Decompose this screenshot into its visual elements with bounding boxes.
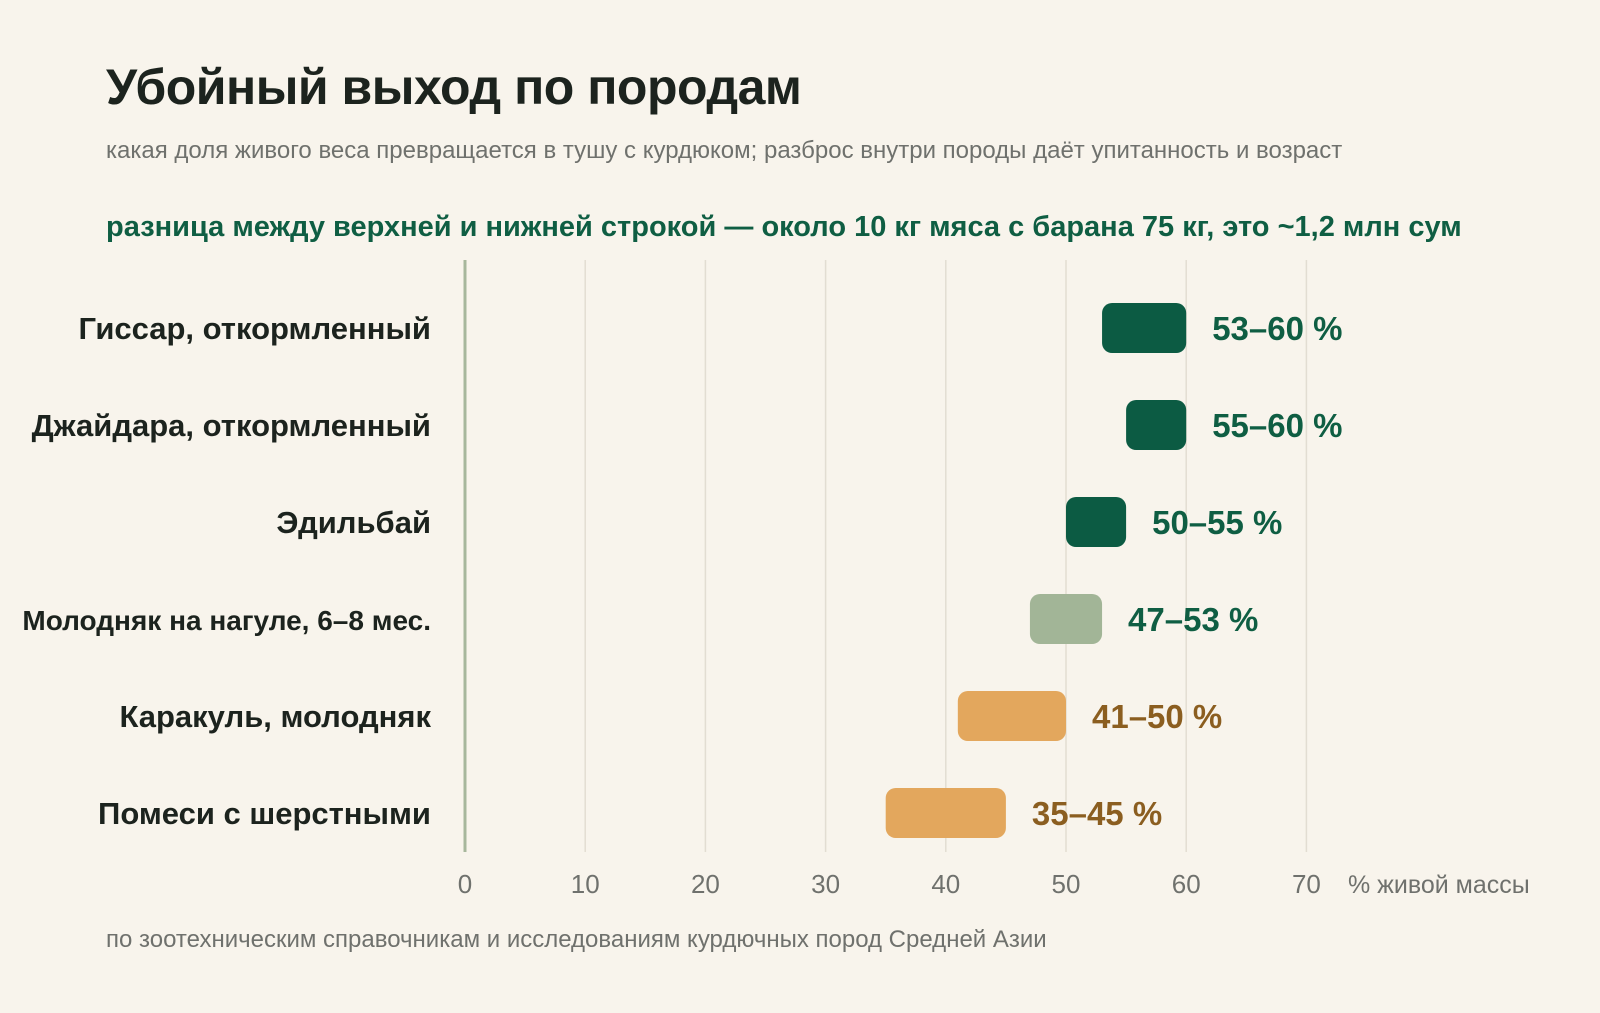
source-note: по зоотехническим справочникам и исследо… — [106, 926, 1047, 953]
category-label: Джайдара, откормленный — [32, 408, 431, 443]
category-label: Молодняк на нагуле, 6–8 мес. — [22, 605, 431, 636]
category-label: Гиссар, откормленный — [79, 311, 431, 346]
page-subtitle: какая доля живого веса превращается в ту… — [106, 137, 1343, 164]
range-value-label: 53–60 % — [1212, 310, 1342, 347]
x-tick-label: 60 — [1172, 869, 1201, 899]
x-axis-label: % живой массы — [1348, 871, 1530, 899]
range-value-label: 55–60 % — [1212, 407, 1342, 444]
range-bar — [1066, 497, 1127, 547]
x-tick-label: 50 — [1052, 869, 1081, 899]
range-value-label: 41–50 % — [1092, 698, 1222, 735]
x-tick-label: 20 — [691, 869, 720, 899]
range-bar — [1029, 594, 1103, 644]
range-value-label: 35–45 % — [1032, 795, 1162, 832]
range-bar — [1126, 400, 1187, 450]
range-bar — [957, 691, 1066, 741]
page-title: Убойный выход по породам — [106, 59, 802, 115]
range-bar — [1102, 303, 1187, 353]
x-tick-label: 10 — [571, 869, 600, 899]
range-bar — [885, 788, 1006, 838]
x-tick-label: 30 — [811, 869, 840, 899]
callout-note: разница между верхней и нижней строкой —… — [106, 211, 1462, 243]
category-label: Эдильбай — [276, 505, 431, 540]
x-tick-label: 70 — [1292, 869, 1321, 899]
range-value-label: 50–55 % — [1152, 504, 1282, 541]
category-label: Каракуль, молодняк — [119, 699, 431, 734]
category-label: Помеси с шерстными — [98, 796, 431, 831]
x-tick-label: 40 — [931, 869, 960, 899]
range-value-label: 47–53 % — [1128, 601, 1258, 638]
x-tick-label: 0 — [458, 869, 472, 899]
